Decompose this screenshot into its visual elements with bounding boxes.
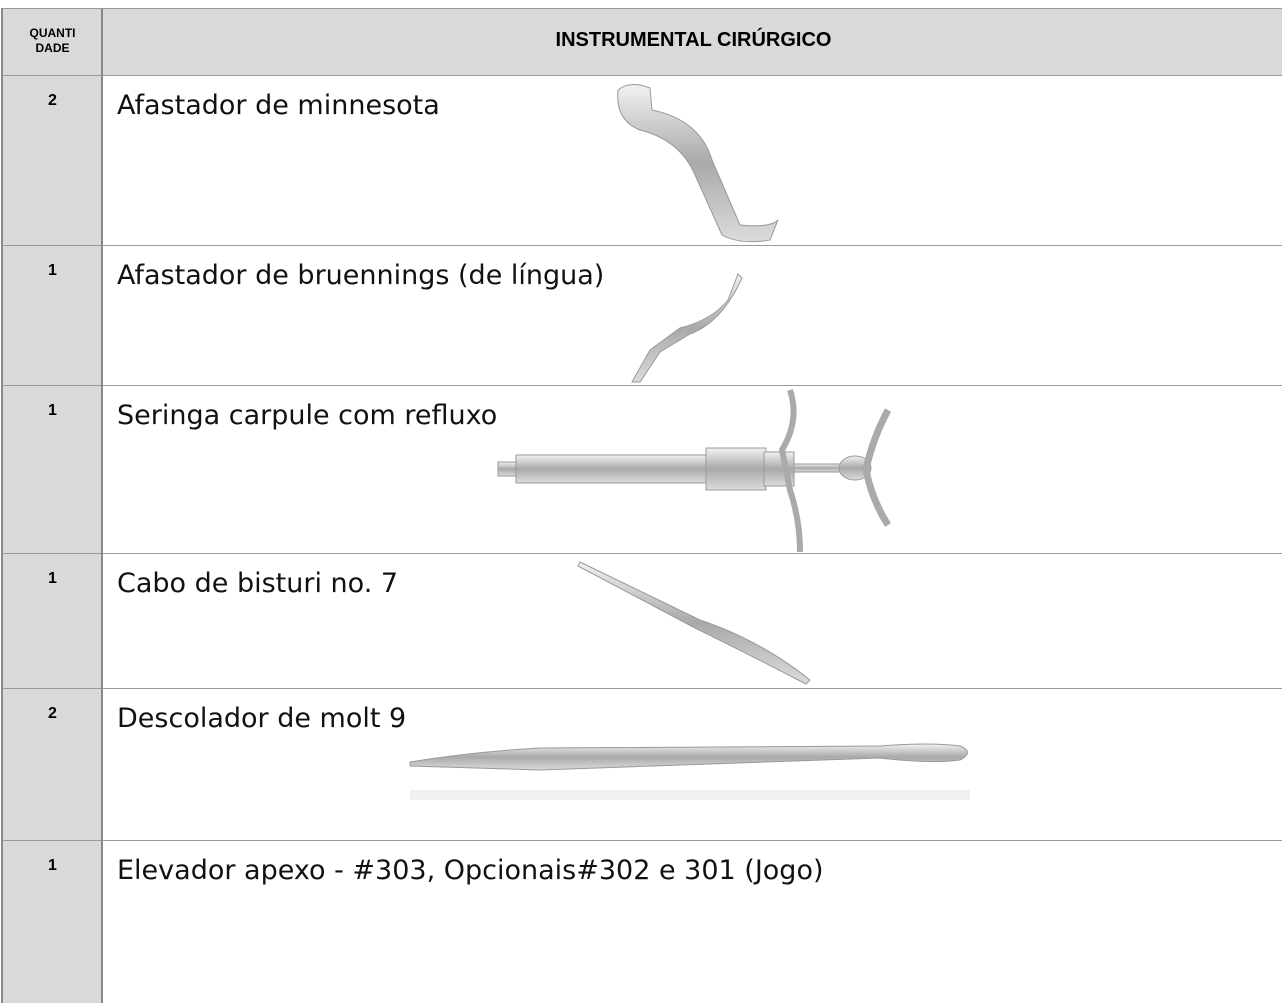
header-line: DADE bbox=[35, 41, 70, 55]
instrument-cell: Afastador de minnesota bbox=[101, 75, 1282, 245]
quantity: 2 bbox=[48, 92, 57, 109]
instrument-name: Descolador de molt 9 bbox=[117, 703, 407, 734]
instrument-cell: Elevador apexo - #303, Opcionais#302 e 3… bbox=[101, 840, 1282, 1003]
quantity: 1 bbox=[48, 262, 57, 279]
instrument-name: Cabo de bisturi no. 7 bbox=[117, 568, 399, 599]
instrument-cell: Cabo de bisturi no. 7 bbox=[101, 553, 1282, 688]
instrument-cell: Afastador de bruennings (de língua) bbox=[101, 245, 1282, 385]
quantity: 1 bbox=[48, 857, 57, 874]
instrument-cell: Descolador de molt 9 bbox=[101, 688, 1282, 840]
instrument-cell: Seringa carpule com refluxo bbox=[101, 385, 1282, 553]
header-cell: QUANTI DADE bbox=[1, 8, 102, 75]
instrument-name: Afastador de bruennings (de língua) bbox=[117, 260, 605, 291]
quantity-cell: 1 bbox=[1, 840, 102, 1003]
quantity-header: QUANTI DADE bbox=[3, 26, 102, 56]
instrument-name: Seringa carpule com refluxo bbox=[117, 400, 498, 431]
instrument-name: Elevador apexo - #303, Opcionais#302 e 3… bbox=[117, 855, 824, 886]
quantity-cell: 1 bbox=[1, 553, 102, 688]
quantity-cell: 2 bbox=[1, 688, 102, 840]
instrument-name: Afastador de minnesota bbox=[117, 90, 440, 121]
instrument-header: INSTRUMENTAL CIRÚRGICO bbox=[555, 29, 832, 51]
quantity-cell: 1 bbox=[1, 385, 102, 553]
quantity-cell: 2 bbox=[1, 75, 102, 245]
header-cell: INSTRUMENTAL CIRÚRGICO bbox=[101, 8, 1282, 75]
header-line: QUANTI bbox=[29, 26, 76, 40]
quantity: 1 bbox=[48, 570, 57, 587]
quantity: 2 bbox=[48, 705, 57, 722]
quantity: 1 bbox=[48, 402, 57, 419]
quantity-cell: 1 bbox=[1, 245, 102, 385]
